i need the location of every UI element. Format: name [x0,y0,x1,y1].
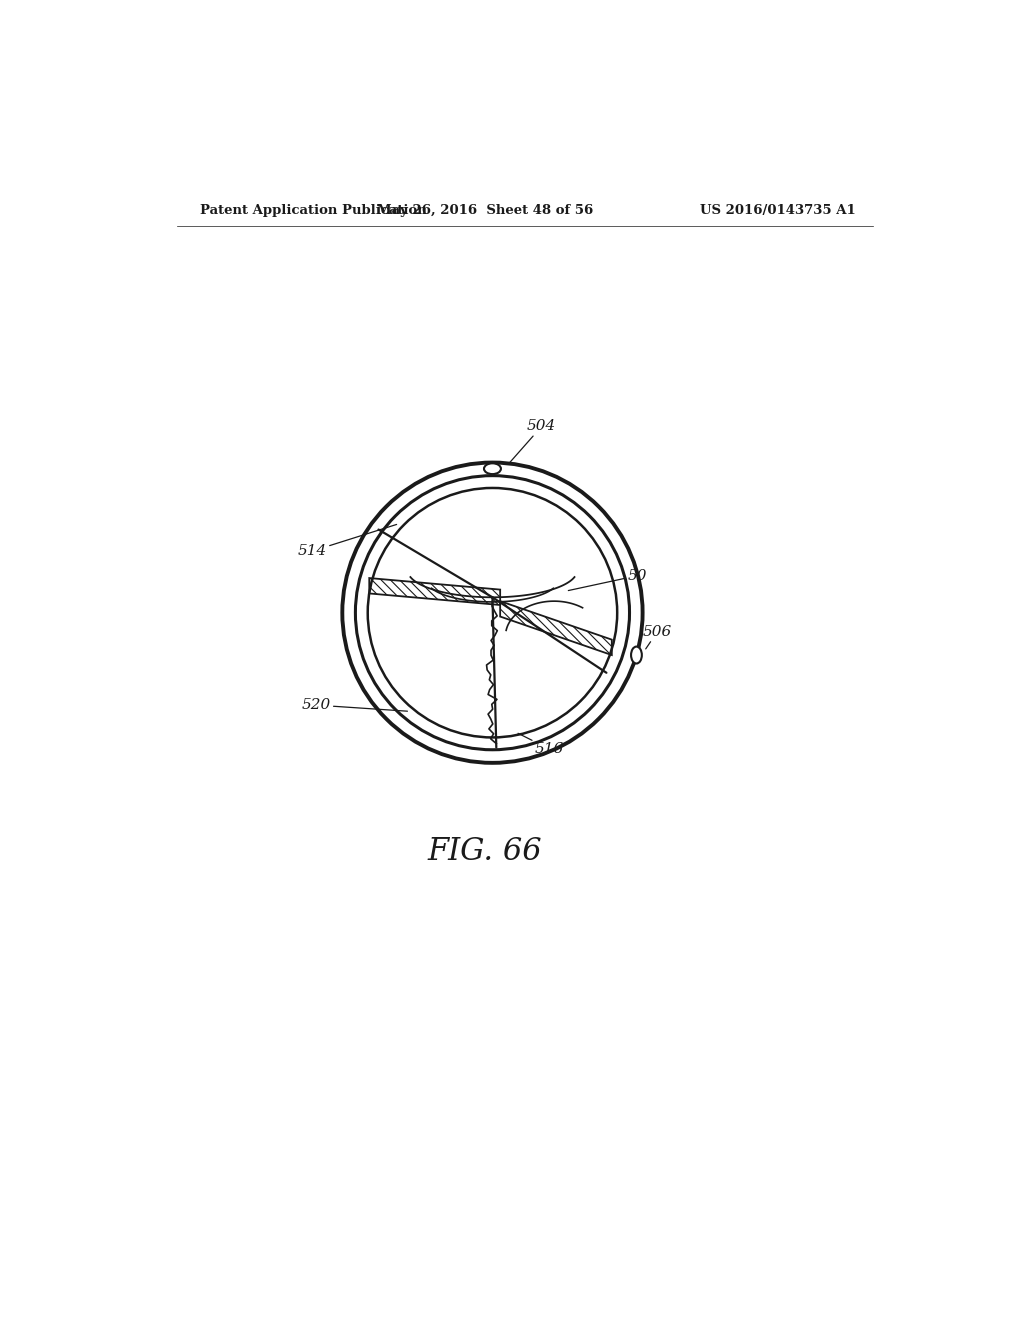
Text: 514: 514 [298,524,396,558]
Text: US 2016/0143735 A1: US 2016/0143735 A1 [700,205,856,218]
Ellipse shape [631,647,642,664]
Text: 50: 50 [568,569,647,590]
Text: May 26, 2016  Sheet 48 of 56: May 26, 2016 Sheet 48 of 56 [377,205,593,218]
Text: 516: 516 [518,734,564,756]
Ellipse shape [484,463,501,474]
Polygon shape [370,578,500,605]
Text: 504: 504 [508,420,556,465]
Polygon shape [500,601,611,655]
Text: 520: 520 [301,698,408,711]
Text: Patent Application Publication: Patent Application Publication [200,205,427,218]
Text: 506: 506 [643,624,672,649]
Text: FIG. 66: FIG. 66 [427,836,542,867]
